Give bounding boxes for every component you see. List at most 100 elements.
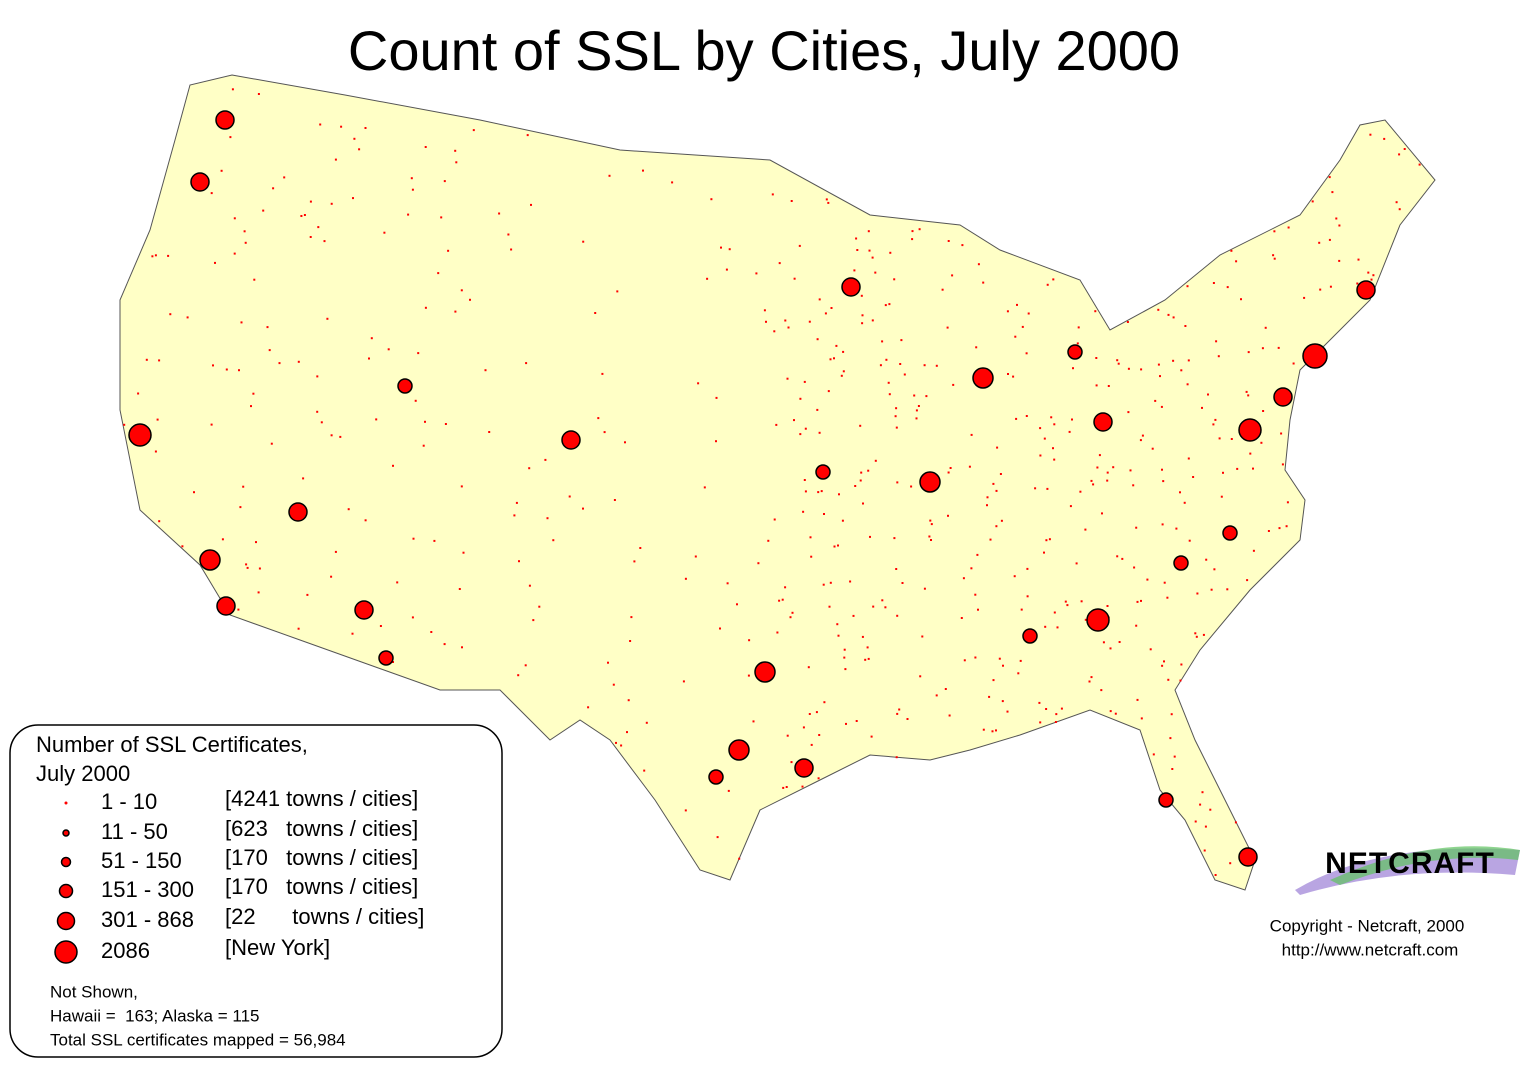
small-dot — [970, 433, 973, 436]
small-dot — [888, 393, 891, 396]
small-dot — [1141, 434, 1144, 437]
small-dot — [214, 261, 216, 264]
small-dot — [778, 599, 781, 602]
legend-range: 51 - 150 — [101, 848, 182, 873]
small-dot — [852, 614, 855, 617]
small-dot — [911, 238, 914, 241]
small-dot — [1167, 678, 1170, 681]
small-dot — [988, 695, 991, 698]
small-dot — [995, 525, 998, 528]
small-dot — [460, 289, 463, 292]
small-dot — [949, 467, 952, 469]
small-dot — [444, 423, 447, 425]
small-dot — [1060, 707, 1063, 710]
small-dot — [257, 93, 260, 95]
legend-count: [22 towns / cities] — [225, 904, 424, 929]
small-dot — [283, 176, 286, 179]
legend-count: [170 towns / cities] — [225, 874, 418, 899]
small-dot — [1072, 367, 1074, 370]
legend-symbol — [58, 883, 74, 899]
small-dot — [1140, 599, 1142, 602]
legend-note: Not Shown, — [50, 982, 138, 1001]
small-dots — [123, 88, 1421, 876]
small-dot — [1214, 874, 1217, 876]
small-dot — [1109, 710, 1112, 713]
legend-range: 151 - 300 — [101, 877, 194, 902]
small-dot — [998, 657, 1001, 660]
legend-count: [New York] — [225, 935, 330, 960]
small-dot — [1052, 447, 1054, 450]
small-dot — [977, 608, 979, 611]
small-dot — [823, 513, 825, 515]
small-dot — [818, 734, 821, 736]
small-dot — [829, 358, 832, 361]
small-dot — [158, 359, 161, 362]
small-dot — [229, 136, 232, 139]
small-dot — [1203, 849, 1206, 852]
small-dot — [861, 314, 864, 317]
small-dot — [884, 606, 887, 609]
small-dot — [460, 485, 463, 488]
small-dot — [1261, 347, 1264, 350]
small-dot — [1287, 226, 1290, 229]
small-dot — [1090, 676, 1093, 679]
small-dot — [896, 614, 899, 617]
small-dot — [1212, 282, 1215, 284]
small-dot — [775, 423, 778, 426]
small-dot — [999, 473, 1002, 475]
small-dot — [915, 409, 918, 412]
small-dot — [1038, 701, 1041, 704]
small-dot — [915, 417, 918, 420]
small-dot — [799, 433, 802, 436]
small-dot — [1000, 519, 1003, 522]
small-dot — [1001, 700, 1004, 703]
small-dot — [856, 249, 859, 251]
small-dot — [901, 582, 904, 584]
small-dot — [773, 330, 776, 333]
small-dot — [1212, 423, 1215, 426]
small-dot — [158, 520, 161, 523]
small-dot — [833, 357, 835, 360]
small-dot — [358, 148, 361, 151]
small-dot — [546, 517, 549, 520]
small-dot — [181, 545, 184, 548]
small-dot — [123, 423, 126, 426]
small-dot — [1048, 538, 1051, 541]
small-dot — [804, 490, 807, 493]
small-dot — [1045, 539, 1048, 542]
small-dot — [443, 643, 446, 646]
legend: Number of SSL Certificates, July 2000 1 - … — [36, 732, 424, 1050]
small-dot — [1170, 713, 1173, 716]
small-dot — [860, 294, 863, 297]
small-dot — [524, 664, 527, 667]
small-dot — [1328, 176, 1331, 179]
small-dot — [375, 418, 378, 421]
small-dot — [951, 274, 954, 277]
small-dot — [837, 544, 839, 547]
small-dot — [1020, 608, 1023, 611]
small-dot — [330, 202, 333, 205]
small-dot — [752, 720, 755, 723]
small-dot — [612, 683, 615, 686]
small-dot — [145, 358, 148, 361]
small-dot — [309, 236, 312, 238]
small-dot — [443, 180, 446, 183]
small-dot — [1006, 710, 1009, 713]
small-dot — [684, 809, 687, 812]
small-dot — [1100, 689, 1103, 692]
small-dot — [1175, 527, 1178, 530]
legend-range: 11 - 50 — [101, 819, 168, 844]
small-dot — [1046, 487, 1049, 490]
small-dot — [1052, 278, 1055, 281]
small-dot — [1126, 321, 1129, 323]
small-dot — [975, 346, 978, 349]
small-dot — [1398, 153, 1401, 156]
small-dot — [893, 278, 896, 281]
city-marker — [815, 464, 831, 480]
small-dot — [1338, 259, 1341, 262]
city-marker — [1356, 280, 1376, 300]
credit-url: http://www.netcraft.com — [1282, 940, 1459, 959]
small-dot — [270, 442, 273, 445]
small-dot — [330, 575, 333, 578]
small-dot — [803, 380, 806, 383]
